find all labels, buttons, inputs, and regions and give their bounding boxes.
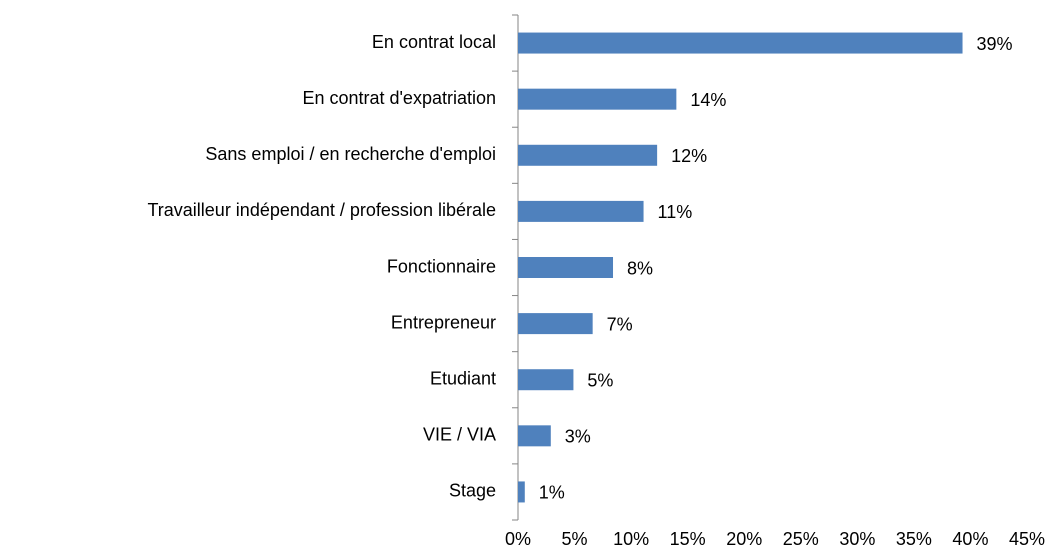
bar <box>518 200 644 222</box>
value-label: 8% <box>627 258 653 278</box>
y-tick-label: Sans emploi / en recherche d'emploi <box>205 144 496 164</box>
x-tick-label: 5% <box>562 529 588 549</box>
y-tick-label: Etudiant <box>430 368 496 388</box>
value-label: 12% <box>671 146 707 166</box>
value-label: 39% <box>977 34 1013 54</box>
x-tick-label: 25% <box>783 529 819 549</box>
y-tick-label: Entrepreneur <box>391 312 496 332</box>
value-label: 5% <box>587 370 613 390</box>
y-tick-label: En contrat local <box>372 32 496 52</box>
value-label: 7% <box>607 314 633 334</box>
bar <box>518 144 658 166</box>
value-label: 1% <box>539 483 565 503</box>
bar <box>518 88 677 110</box>
value-label: 3% <box>565 427 591 447</box>
bar <box>518 32 963 54</box>
x-tick-label: 15% <box>670 529 706 549</box>
y-tick-label: En contrat d'expatriation <box>302 88 496 108</box>
y-tick-label: Fonctionnaire <box>387 256 496 276</box>
x-tick-label: 20% <box>726 529 762 549</box>
y-tick-label: Stage <box>449 481 496 501</box>
bar <box>518 369 574 391</box>
x-tick-label: 0% <box>505 529 531 549</box>
bar <box>518 425 551 447</box>
bar <box>518 481 525 503</box>
value-label: 11% <box>658 202 693 222</box>
bar <box>518 313 593 335</box>
x-tick-label: 35% <box>896 529 932 549</box>
x-tick-label: 10% <box>613 529 649 549</box>
x-tick-label: 45% <box>1009 529 1045 549</box>
y-tick-label: VIE / VIA <box>423 425 496 445</box>
x-tick-label: 30% <box>839 529 875 549</box>
x-tick-label: 40% <box>952 529 988 549</box>
y-tick-label: Travailleur indépendant / profession lib… <box>147 200 496 220</box>
value-label: 14% <box>690 90 726 110</box>
bar <box>518 257 614 278</box>
